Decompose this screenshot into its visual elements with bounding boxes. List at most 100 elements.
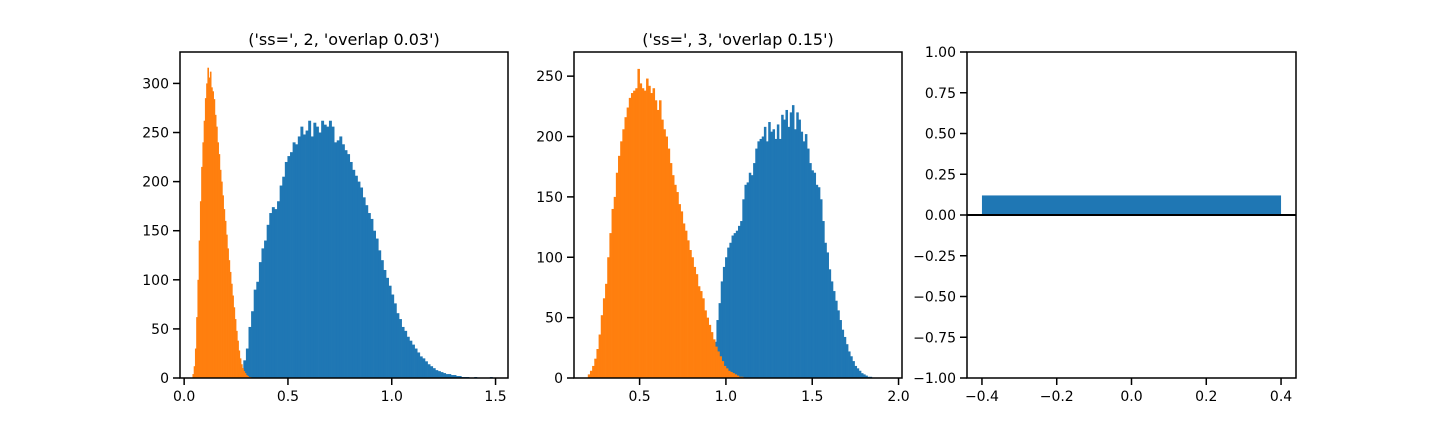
histogram-bar <box>728 370 731 378</box>
histogram-bar <box>742 199 745 378</box>
histogram-bar <box>622 129 625 378</box>
y-tick-label: −1.00 <box>913 371 956 387</box>
histogram-bar <box>323 124 327 378</box>
histogram-bar <box>843 336 847 378</box>
histogram-bar <box>239 358 242 378</box>
histogram-bar <box>663 129 666 378</box>
histogram-bar <box>303 134 306 378</box>
histogram-bar <box>761 136 765 378</box>
histogram-bar <box>678 204 681 378</box>
histogram-bar <box>723 365 727 378</box>
x-tick-label: 1.0 <box>715 389 737 405</box>
histogram-bar <box>297 136 301 378</box>
histogram-bar <box>450 375 454 378</box>
histogram-bar <box>411 344 415 378</box>
x-tick-label: 0.0 <box>1120 389 1142 405</box>
histogram-bar <box>427 364 431 378</box>
histogram-bar <box>328 120 332 378</box>
histogram-bar <box>243 371 246 378</box>
histogram-bar <box>716 320 719 378</box>
histogram-bar <box>596 349 599 378</box>
histogram-bar <box>600 315 604 378</box>
histogram-bar <box>456 376 460 378</box>
histogram-bar <box>753 163 756 378</box>
histogram-bar <box>246 375 248 378</box>
histogram-bar <box>290 152 293 378</box>
y-tick-label: 0.50 <box>925 127 956 143</box>
histogram-bar <box>326 126 330 378</box>
histogram-bar <box>233 307 236 378</box>
histogram-bar <box>620 141 623 378</box>
histogram-bar <box>630 93 634 379</box>
histogram-bar <box>594 358 597 378</box>
x-tick-label: 1.5 <box>484 389 506 405</box>
histogram-bar <box>744 184 747 378</box>
histogram-bar <box>203 120 206 378</box>
histogram-bar <box>217 142 219 378</box>
histogram-bar <box>615 172 619 378</box>
histogram-bar <box>776 124 780 378</box>
histogram-bar <box>404 330 408 378</box>
axes-frame <box>573 51 903 379</box>
histogram-bar <box>347 154 351 378</box>
histogram-bar <box>261 248 265 378</box>
histogram-bar <box>237 340 239 378</box>
histogram-bar <box>712 339 716 378</box>
histogram-bar <box>419 356 423 378</box>
y-tick-label: 0 <box>554 371 563 387</box>
histogram-bar <box>440 372 444 378</box>
chart-title: ('ss=', 2, 'overlap 0.03') <box>248 30 439 49</box>
y-tick-label: 150 <box>536 190 563 206</box>
histogram-bar <box>727 247 730 378</box>
y-tick-label: −0.75 <box>913 330 956 346</box>
histogram-bar <box>202 142 205 378</box>
histogram-bar <box>354 175 358 378</box>
histogram-bar <box>641 88 645 378</box>
histogram-bar <box>193 366 196 378</box>
histogram-bar <box>804 134 808 378</box>
histogram-bar <box>748 172 752 378</box>
histogram-bar <box>357 181 361 378</box>
bar <box>981 195 1282 215</box>
histogram-bar <box>214 114 217 378</box>
histogram-bar <box>848 351 851 378</box>
histogram-bar <box>367 213 371 378</box>
histogram-bar <box>828 269 832 378</box>
histogram-bar <box>826 252 829 378</box>
histogram-bar <box>865 375 868 378</box>
histogram-bar <box>721 361 725 378</box>
histogram-bar <box>208 77 211 378</box>
x-tick-label: 0.5 <box>277 389 299 405</box>
histogram-bar <box>766 141 769 378</box>
histogram-bar <box>715 346 718 378</box>
y-tick-label: −0.50 <box>913 290 956 306</box>
histogram-bar <box>232 295 234 378</box>
histogram-bar <box>422 358 426 378</box>
histogram-bar <box>774 138 778 378</box>
histogram-bar <box>613 196 617 378</box>
histogram-bar <box>445 374 449 378</box>
histogram-bar <box>241 364 243 378</box>
histogram-bar <box>399 319 402 378</box>
histogram-bar <box>798 119 801 379</box>
histogram-bar <box>243 360 247 378</box>
histogram-bar <box>794 129 797 378</box>
histogram-bar <box>305 130 309 378</box>
histogram-bar <box>702 298 705 378</box>
histogram-bar <box>643 90 647 378</box>
histogram-bar <box>665 136 668 378</box>
histogram-bar <box>198 240 201 378</box>
histogram-bar <box>221 181 223 378</box>
histogram-bar <box>207 67 209 379</box>
histogram-bar <box>820 199 823 378</box>
x-tick-label: 2.0 <box>887 389 909 405</box>
histogram-bar <box>689 250 692 378</box>
histogram-bar <box>736 375 740 378</box>
histogram-bar <box>211 87 213 378</box>
histogram-bar <box>315 126 319 378</box>
histogram-bar <box>406 336 410 378</box>
histogram-bar <box>341 144 345 378</box>
histogram-bar <box>770 131 773 378</box>
histogram-bar <box>856 368 860 378</box>
histogram-bar <box>279 185 283 378</box>
